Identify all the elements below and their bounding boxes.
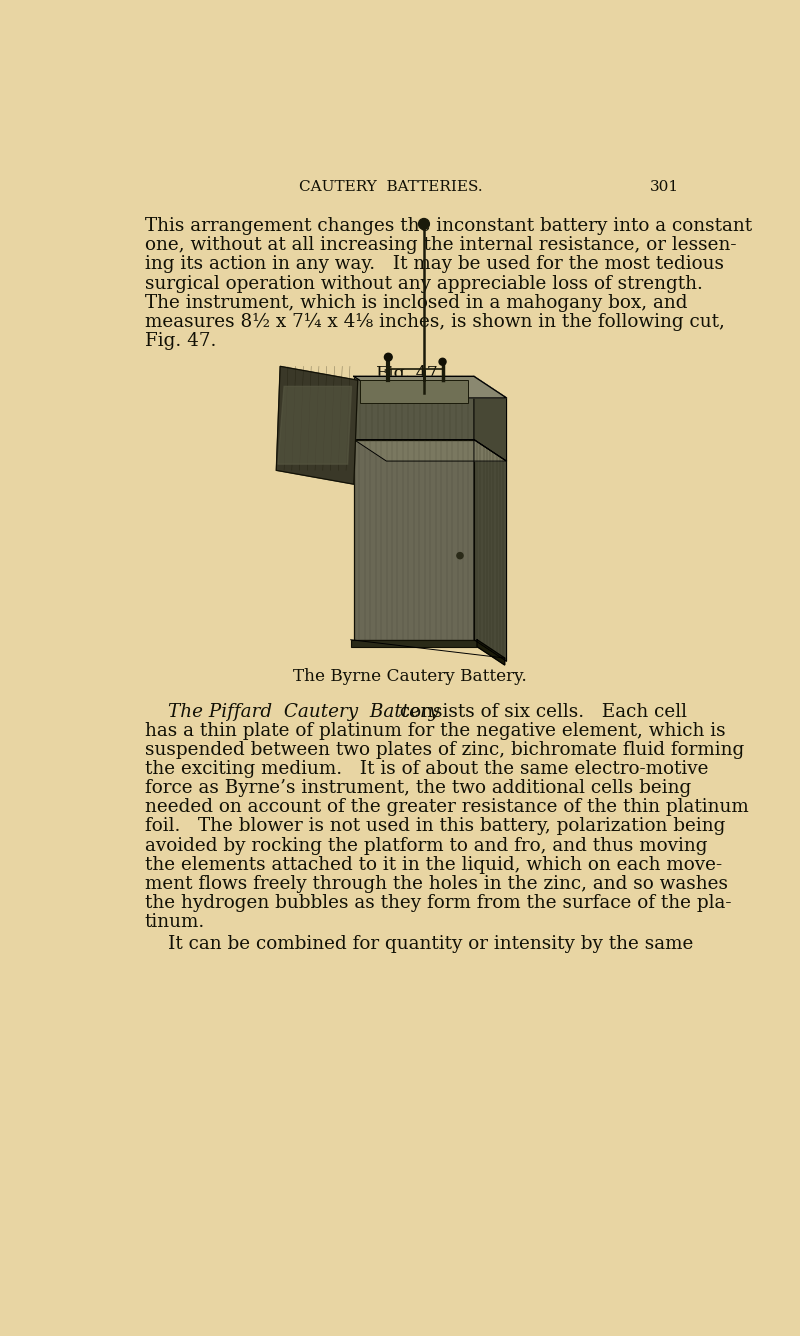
Text: surgical operation without any appreciable loss of strength.: surgical operation without any appreciab…	[145, 275, 703, 293]
Text: tinum.: tinum.	[145, 912, 205, 931]
Text: CAUTERY  BATTERIES.: CAUTERY BATTERIES.	[299, 180, 482, 194]
Text: The instrument, which is inclosed in a mahogany box, and: The instrument, which is inclosed in a m…	[145, 294, 687, 311]
Circle shape	[439, 358, 446, 365]
Text: has a thin plate of platinum for the negative element, which is: has a thin plate of platinum for the neg…	[145, 721, 726, 740]
Circle shape	[418, 219, 430, 230]
Text: avoided by rocking the platform to and fro, and thus moving: avoided by rocking the platform to and f…	[145, 836, 707, 855]
Text: It can be combined for quantity or intensity by the same: It can be combined for quantity or inten…	[168, 935, 694, 953]
Polygon shape	[276, 366, 358, 484]
Text: The Piffard  Cautery  Battery: The Piffard Cautery Battery	[168, 703, 439, 721]
Text: force as Byrne’s instrument, the two additional cells being: force as Byrne’s instrument, the two add…	[145, 779, 691, 798]
Text: needed on account of the greater resistance of the thin platinum: needed on account of the greater resista…	[145, 799, 749, 816]
Text: one, without at all increasing the internal resistance, or lessen-: one, without at all increasing the inter…	[145, 236, 737, 254]
Polygon shape	[354, 440, 506, 461]
Circle shape	[457, 553, 463, 558]
Text: the exciting medium.   It is of about the same electro-motive: the exciting medium. It is of about the …	[145, 760, 709, 778]
Polygon shape	[474, 377, 506, 461]
Text: the elements attached to it in the liquid, which on each move-: the elements attached to it in the liqui…	[145, 855, 722, 874]
Text: Fig. 47.: Fig. 47.	[376, 365, 444, 382]
Text: suspended between two plates of zinc, bichromate fluid forming: suspended between two plates of zinc, bi…	[145, 741, 744, 759]
Circle shape	[385, 353, 392, 361]
Polygon shape	[354, 377, 506, 398]
Bar	[354, 440, 474, 640]
Polygon shape	[477, 640, 505, 665]
Text: This arrangement changes the inconstant battery into a constant: This arrangement changes the inconstant …	[145, 218, 752, 235]
Text: 301: 301	[650, 180, 679, 194]
Bar	[360, 381, 468, 403]
Text: ing its action in any way.   It may be used for the most tedious: ing its action in any way. It may be use…	[145, 255, 724, 274]
Text: measures 8½ x 7¼ x 4⅛ inches, is shown in the following cut,: measures 8½ x 7¼ x 4⅛ inches, is shown i…	[145, 313, 725, 331]
Text: The Byrne Cautery Battery.: The Byrne Cautery Battery.	[293, 668, 527, 685]
Polygon shape	[278, 386, 351, 464]
Text: the hydrogen bubbles as they form from the surface of the pla-: the hydrogen bubbles as they form from t…	[145, 894, 731, 912]
Text: ment flows freely through the holes in the zinc, and so washes: ment flows freely through the holes in t…	[145, 875, 728, 892]
Bar	[354, 377, 474, 440]
Text: Fig. 47.: Fig. 47.	[145, 331, 216, 350]
Polygon shape	[474, 440, 506, 661]
Text: consists of six cells.   Each cell: consists of six cells. Each cell	[394, 703, 686, 721]
Bar	[350, 640, 477, 647]
Text: foil.   The blower is not used in this battery, polarization being: foil. The blower is not used in this bat…	[145, 818, 726, 835]
